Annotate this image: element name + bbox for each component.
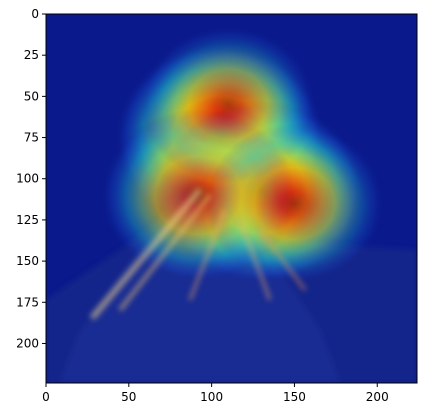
y-tick-label: 75 [24,131,39,145]
plot-area [46,14,417,383]
x-tick-label: 150 [283,390,306,404]
y-tick-label: 100 [16,172,39,186]
y-axis: 0 25 50 75 100 125 150 175 200 [16,7,46,350]
y-tick-label: 175 [16,295,39,309]
y-tick-label: 125 [16,213,39,227]
x-tick-label: 50 [121,390,136,404]
y-tick-label: 25 [24,48,39,62]
y-tick-label: 0 [31,7,39,21]
x-axis: 0 50 100 150 200 [42,383,389,404]
x-tick-label: 0 [42,390,50,404]
y-tick-label: 150 [16,254,39,268]
plot-frame [45,13,418,384]
y-tick-label: 50 [24,89,39,103]
y-tick-label: 200 [16,336,39,350]
x-tick-label: 200 [366,390,389,404]
activation-blob [205,123,384,284]
lava-streaks [89,188,307,320]
x-tick-label: 100 [200,390,223,404]
